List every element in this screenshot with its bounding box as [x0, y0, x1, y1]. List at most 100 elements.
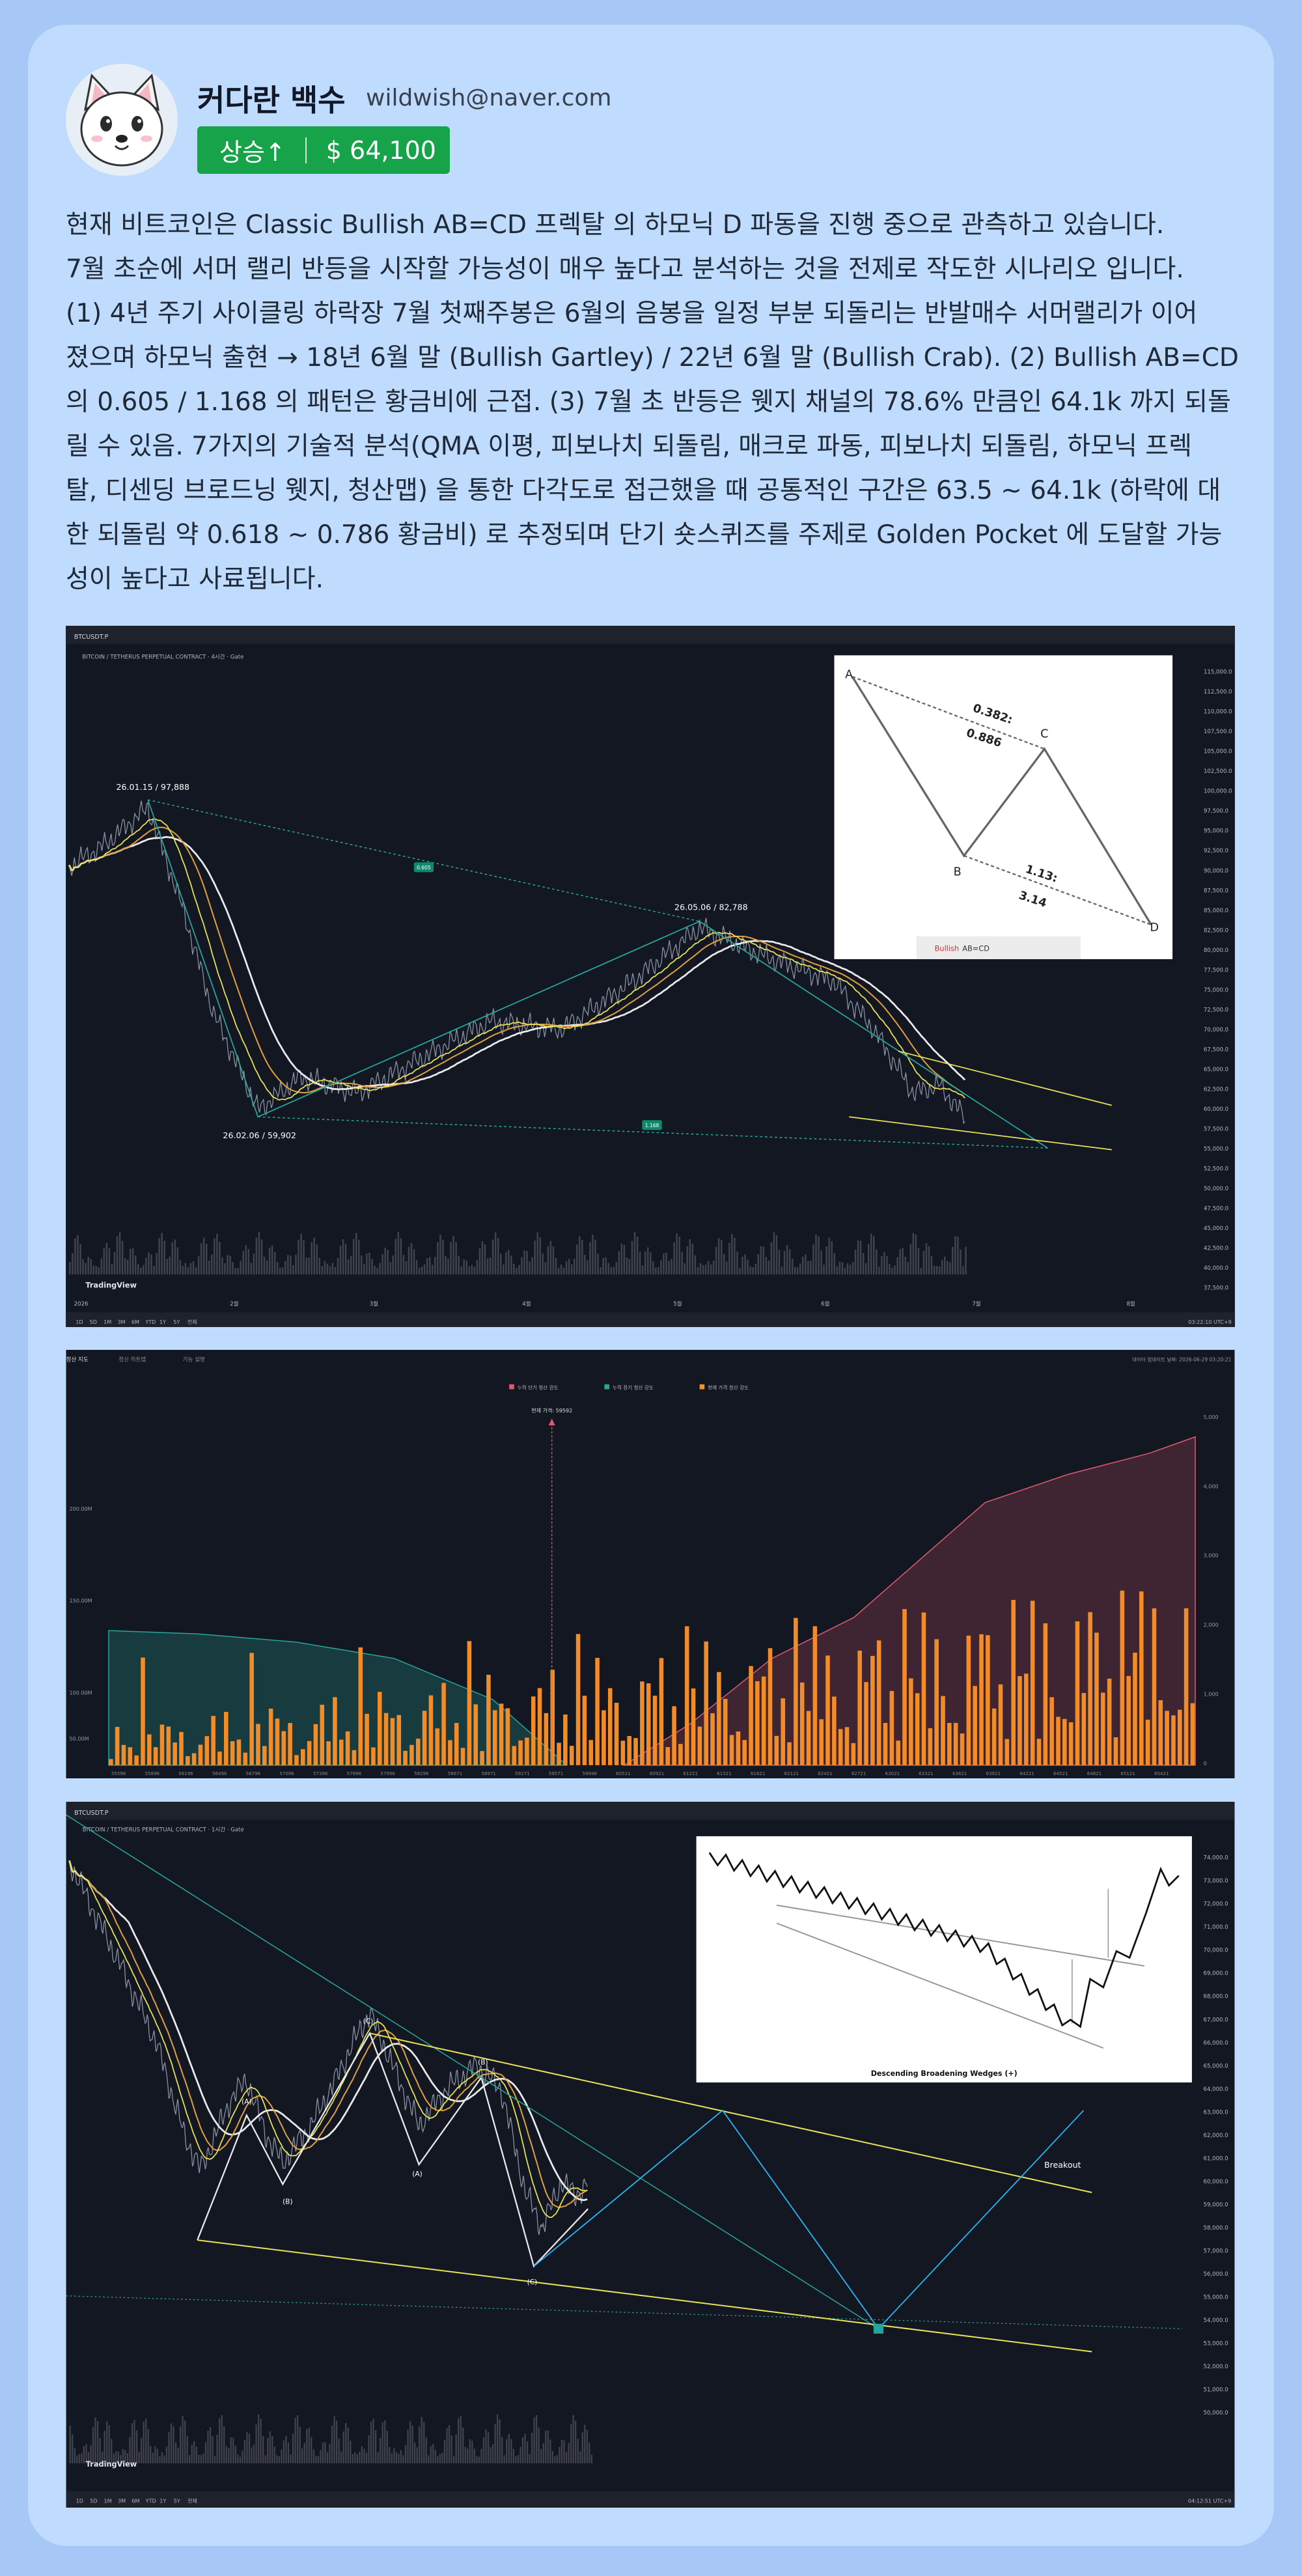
- price-axis-label: 107,500.0: [1204, 729, 1232, 735]
- liquidation-bar: [531, 1696, 536, 1765]
- volume-bar: [182, 1266, 184, 1275]
- liquidation-bar: [928, 1728, 933, 1765]
- volume-bar: [230, 2437, 232, 2463]
- volume-bar: [224, 1263, 226, 1275]
- liquidation-bar: [294, 1755, 299, 1765]
- volume-bar: [219, 1242, 221, 1275]
- price-axis-label: 65121: [1120, 1771, 1135, 1776]
- volume-bar: [251, 2447, 253, 2463]
- liquidation-bar: [262, 1746, 267, 1765]
- price-axis-label: 64821: [1087, 1771, 1101, 1776]
- liquidation-bar: [1004, 1739, 1010, 1765]
- liquidation-bar: [1145, 1719, 1150, 1765]
- price: $ 64,100: [326, 135, 436, 165]
- liquidation-bar: [211, 1716, 215, 1765]
- liquidation-bar: [467, 1641, 472, 1765]
- volume-bar: [174, 2442, 177, 2463]
- volume-bar: [521, 2437, 524, 2463]
- volume-bar: [253, 1253, 255, 1275]
- volume-bar: [865, 1263, 867, 1275]
- inset-caption-bg: [916, 936, 1081, 960]
- inset-caption: AB=CD: [962, 944, 990, 953]
- volume-bar: [418, 1267, 421, 1275]
- body-line: 의 0.605 / 1.168 의 패턴은 황금비에 근접. (3) 7월 초 …: [66, 387, 1231, 417]
- volume-bar: [575, 1244, 578, 1275]
- volume-bar: [587, 1260, 589, 1275]
- volume-bar: [947, 1261, 949, 1275]
- ratio-label: 0.605: [417, 865, 431, 871]
- liquidation-bar: [749, 1666, 753, 1765]
- liquidation-bar: [838, 1729, 843, 1765]
- volume-bar: [570, 2424, 572, 2463]
- price-axis-label: 59946: [583, 1771, 598, 1776]
- volume-bar: [760, 1246, 762, 1275]
- price-axis-label: 110,000.0: [1204, 709, 1232, 716]
- price-axis-label: 63021: [885, 1771, 900, 1776]
- volume-bar: [111, 1264, 113, 1275]
- liquidation-bar: [781, 1698, 785, 1765]
- volume-bar: [202, 2454, 204, 2463]
- volume-bar: [734, 1237, 736, 1275]
- volume-bar: [168, 2432, 170, 2463]
- price-axis-label: 75,000.0: [1204, 987, 1228, 994]
- price-axis-label: 60521: [616, 1771, 630, 1776]
- volume-bar: [108, 2425, 110, 2463]
- volume-bar: [573, 1259, 575, 1275]
- volume-bar: [269, 2431, 271, 2463]
- liquidation-bar: [883, 1722, 888, 1765]
- volume-bar: [600, 1267, 602, 1275]
- volume-bar: [660, 1260, 662, 1275]
- price-axis-label: 59571: [549, 1771, 563, 1776]
- volume-bar: [195, 2446, 197, 2463]
- volume-bar: [402, 1255, 405, 1275]
- volume-bar: [489, 1257, 492, 1275]
- volume-bar: [529, 1261, 531, 1275]
- price-line: [68, 1860, 588, 2235]
- liquidation-bar: [198, 1744, 203, 1765]
- volume-bar: [883, 1252, 885, 1275]
- volume-bar: [74, 2448, 76, 2463]
- tab: 청산 지도: [66, 1356, 88, 1364]
- volume-bar: [557, 1267, 560, 1275]
- volume-bar: [298, 1240, 299, 1275]
- volume-bar: [723, 1253, 725, 1275]
- volume-bar: [636, 1236, 639, 1275]
- volume-bar: [610, 1267, 612, 1275]
- right-axis-label: 1,000: [1204, 1691, 1219, 1697]
- liquidation-bar: [979, 1634, 984, 1765]
- volume-bar: [356, 2454, 359, 2463]
- liquidation-bar: [441, 1683, 446, 1765]
- volume-bar: [671, 1259, 672, 1275]
- price-axis-label: 64,000.0: [1204, 2086, 1228, 2093]
- liquidation-bar: [1171, 1715, 1176, 1765]
- liquidation-bar: [1133, 1652, 1137, 1765]
- volume-bar: [179, 2426, 182, 2463]
- volume-bar: [818, 1236, 820, 1275]
- liquidation-bar: [1081, 1692, 1087, 1765]
- range-button: 1M: [104, 2498, 112, 2504]
- range-button: 3M: [118, 2498, 126, 2504]
- volume-bar: [239, 2456, 242, 2463]
- liquidation-bar: [128, 1747, 133, 1765]
- volume-bar: [250, 1263, 253, 1275]
- volume-bar: [174, 1239, 176, 1275]
- volume-bar: [204, 2442, 207, 2463]
- liquidation-bar: [141, 1657, 145, 1765]
- liquidation-bar: [633, 1738, 638, 1765]
- volume-bar: [560, 1265, 562, 1275]
- volume-bar: [159, 2456, 161, 2463]
- liquidation-bar: [614, 1703, 619, 1765]
- price-axis-label: 61221: [684, 1771, 698, 1776]
- volume-bar: [529, 2454, 531, 2463]
- volume-bar: [214, 1238, 215, 1275]
- liquidation-bar: [480, 1751, 484, 1765]
- volume-bar: [386, 2430, 388, 2463]
- volume-bar: [570, 1264, 573, 1275]
- separator: [305, 137, 307, 163]
- liquidation-bar: [1178, 1709, 1182, 1765]
- volume-bar: [74, 1238, 76, 1275]
- volume-bar: [306, 2429, 308, 2463]
- ratio-tag: [413, 862, 434, 873]
- liquidation-bar: [589, 1740, 594, 1765]
